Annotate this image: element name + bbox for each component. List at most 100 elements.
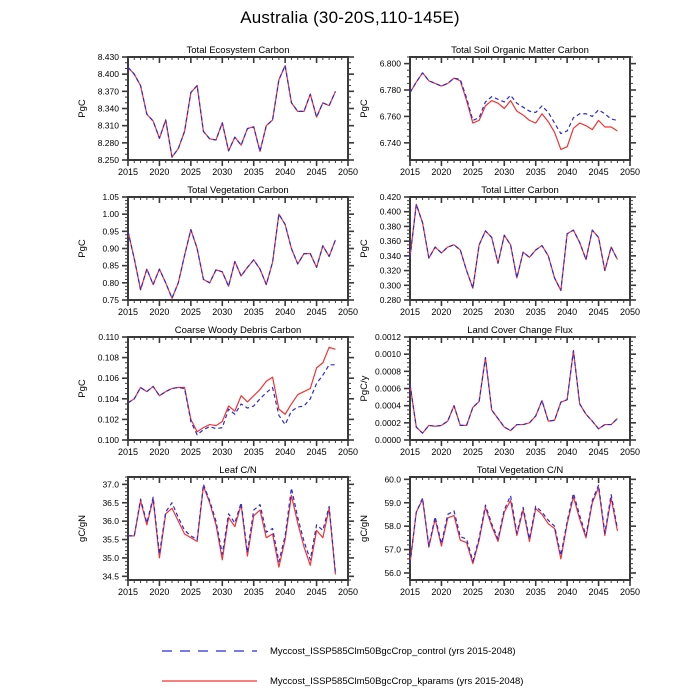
x-tick-label: 2045 <box>307 307 327 317</box>
y-tick-label: 59.0 <box>384 498 401 508</box>
x-tick-label: 2045 <box>307 447 327 457</box>
series-control <box>409 350 618 434</box>
x-tick-label: 2040 <box>557 587 577 597</box>
x-tick-label: 2015 <box>118 447 138 457</box>
series-control <box>409 72 618 135</box>
y-tick-label: 6.780 <box>380 85 402 95</box>
legend-item-control: Myccost_ISSP585Clm50BgcCrop_control (yrs… <box>162 636 523 666</box>
y-tick-label: 8.340 <box>98 104 120 114</box>
y-tick-label: 0.110 <box>98 332 119 342</box>
x-tick-label: 2030 <box>212 587 232 597</box>
line-chart-coarse-woody-debris-carbon: Coarse Woody Debris Carbon PgC 2015 2020 202… <box>77 325 358 457</box>
y-tick-label: 8.280 <box>98 138 120 148</box>
chart-cell: Total Vegetation C/N gC/gN 2015 2020 2025 203… <box>315 460 655 600</box>
series-kparams <box>409 72 618 151</box>
x-tick-label: 2030 <box>494 447 514 457</box>
chart-title: Total Ecosystem Carbon <box>187 45 290 56</box>
y-axis-label: gC/gN <box>77 515 88 542</box>
y-tick-label: 0.0004 <box>375 401 401 411</box>
x-tick-label: 2015 <box>118 587 138 597</box>
line-chart-total-soil-organic-matter-carbon: Total Soil Organic Matter Carbon PgC 2015 2… <box>359 45 640 177</box>
x-tick-label: 2040 <box>557 167 577 177</box>
x-tick-label: 2015 <box>400 587 420 597</box>
legend-label-control: Myccost_ISSP585Clm50BgcCrop_control (yrs… <box>270 645 516 657</box>
series-kparams <box>127 346 336 433</box>
line-chart-leaf-cn: Leaf C/N gC/gN 2015 2020 2025 2030 2035 2040 204… <box>77 465 358 597</box>
chart-title: Leaf C/N <box>219 465 257 476</box>
chart-cell: Total Vegetation Carbon PgC 2015 2020 2025 20… <box>33 180 373 320</box>
legend-line-sample-dashed <box>162 650 257 652</box>
y-tick-label: 0.340 <box>380 251 402 261</box>
x-tick-label: 2025 <box>181 587 201 597</box>
y-tick-label: 0.300 <box>380 280 402 290</box>
series-control <box>128 483 337 573</box>
chart-title: Total Litter Carbon <box>481 185 559 196</box>
x-tick-label: 2020 <box>431 307 451 317</box>
y-tick-label: 0.360 <box>380 236 402 246</box>
x-tick-label: 2025 <box>181 167 201 177</box>
chart-cell: Total Soil Organic Matter Carbon PgC 2015 2… <box>315 40 655 180</box>
x-tick-label: 2045 <box>307 167 327 177</box>
y-tick-label: 37.0 <box>102 479 119 489</box>
y-tick-label: 0.75 <box>102 295 119 305</box>
y-tick-label: 36.0 <box>102 516 119 526</box>
x-tick-label: 2050 <box>620 447 640 457</box>
plot-box <box>409 196 631 301</box>
series-control <box>127 213 336 299</box>
line-chart-total-litter-carbon: Total Litter Carbon PgC 2015 2020 2025 2030 20… <box>359 185 640 317</box>
legend: Myccost_ISSP585Clm50BgcCrop_control (yrs… <box>162 636 523 696</box>
y-tick-label: 0.90 <box>102 244 119 254</box>
y-tick-label: 0.380 <box>380 221 402 231</box>
x-tick-label: 2040 <box>557 307 577 317</box>
y-tick-label: 0.85 <box>102 261 119 271</box>
y-tick-label: 6.740 <box>380 138 402 148</box>
x-tick-label: 2050 <box>620 167 640 177</box>
y-tick-label: 56.0 <box>384 568 401 578</box>
y-tick-label: 0.0008 <box>375 366 401 376</box>
series-control <box>409 203 618 292</box>
y-axis-label: PgC <box>359 99 370 118</box>
x-tick-label: 2020 <box>431 587 451 597</box>
x-tick-label: 2040 <box>275 587 295 597</box>
x-tick-label: 2050 <box>620 587 640 597</box>
y-tick-label: 0.0006 <box>375 384 401 394</box>
x-tick-label: 2020 <box>149 447 169 457</box>
y-tick-label: 8.250 <box>98 155 120 165</box>
y-tick-label: 58.0 <box>384 521 401 531</box>
x-tick-label: 2020 <box>149 167 169 177</box>
series-control <box>127 64 336 158</box>
y-tick-label: 36.5 <box>102 498 119 508</box>
series-kparams <box>128 485 337 575</box>
x-tick-label: 2025 <box>181 307 201 317</box>
y-tick-label: 0.102 <box>98 414 120 424</box>
chart-cell: Coarse Woody Debris Carbon PgC 2015 2020 202… <box>33 320 373 460</box>
y-tick-label: 8.430 <box>98 52 120 62</box>
chart-cell: Total Litter Carbon PgC 2015 2020 2025 2030 20… <box>315 180 655 320</box>
y-tick-label: 0.0002 <box>375 418 401 428</box>
line-chart-total-ecosystem-carbon: Total Ecosystem Carbon PgC 2015 2020 2025 203… <box>77 45 358 177</box>
y-tick-label: 57.0 <box>384 545 401 555</box>
x-tick-label: 2020 <box>431 447 451 457</box>
x-tick-label: 2050 <box>620 307 640 317</box>
y-axis-label: PgC <box>77 99 88 118</box>
y-tick-label: 35.5 <box>102 535 119 545</box>
x-tick-label: 2025 <box>463 587 483 597</box>
y-tick-label: 0.420 <box>380 192 402 202</box>
chart-cell: Land Cover Change Flux PgC/y 2015 2020 2025 2… <box>315 320 655 460</box>
y-tick-label: 1.05 <box>102 192 119 202</box>
x-tick-label: 2035 <box>244 587 264 597</box>
y-tick-label: 8.370 <box>98 86 120 96</box>
chart-title: Coarse Woody Debris Carbon <box>175 325 302 336</box>
x-tick-label: 2015 <box>400 307 420 317</box>
x-tick-label: 2040 <box>557 447 577 457</box>
y-axis-label: gC/gN <box>359 515 370 542</box>
x-tick-label: 2035 <box>244 307 264 317</box>
y-tick-label: 60.0 <box>384 474 401 484</box>
y-tick-label: 0.0010 <box>375 349 401 359</box>
x-tick-label: 2025 <box>463 447 483 457</box>
y-tick-label: 0.0000 <box>375 435 401 445</box>
line-chart-total-vegetation-cn: Total Vegetation C/N gC/gN 2015 2020 2025 203… <box>359 465 640 597</box>
x-tick-label: 2015 <box>400 447 420 457</box>
x-tick-label: 2020 <box>149 587 169 597</box>
figure-title: Australia (30-20S,110-145E) <box>240 8 460 27</box>
